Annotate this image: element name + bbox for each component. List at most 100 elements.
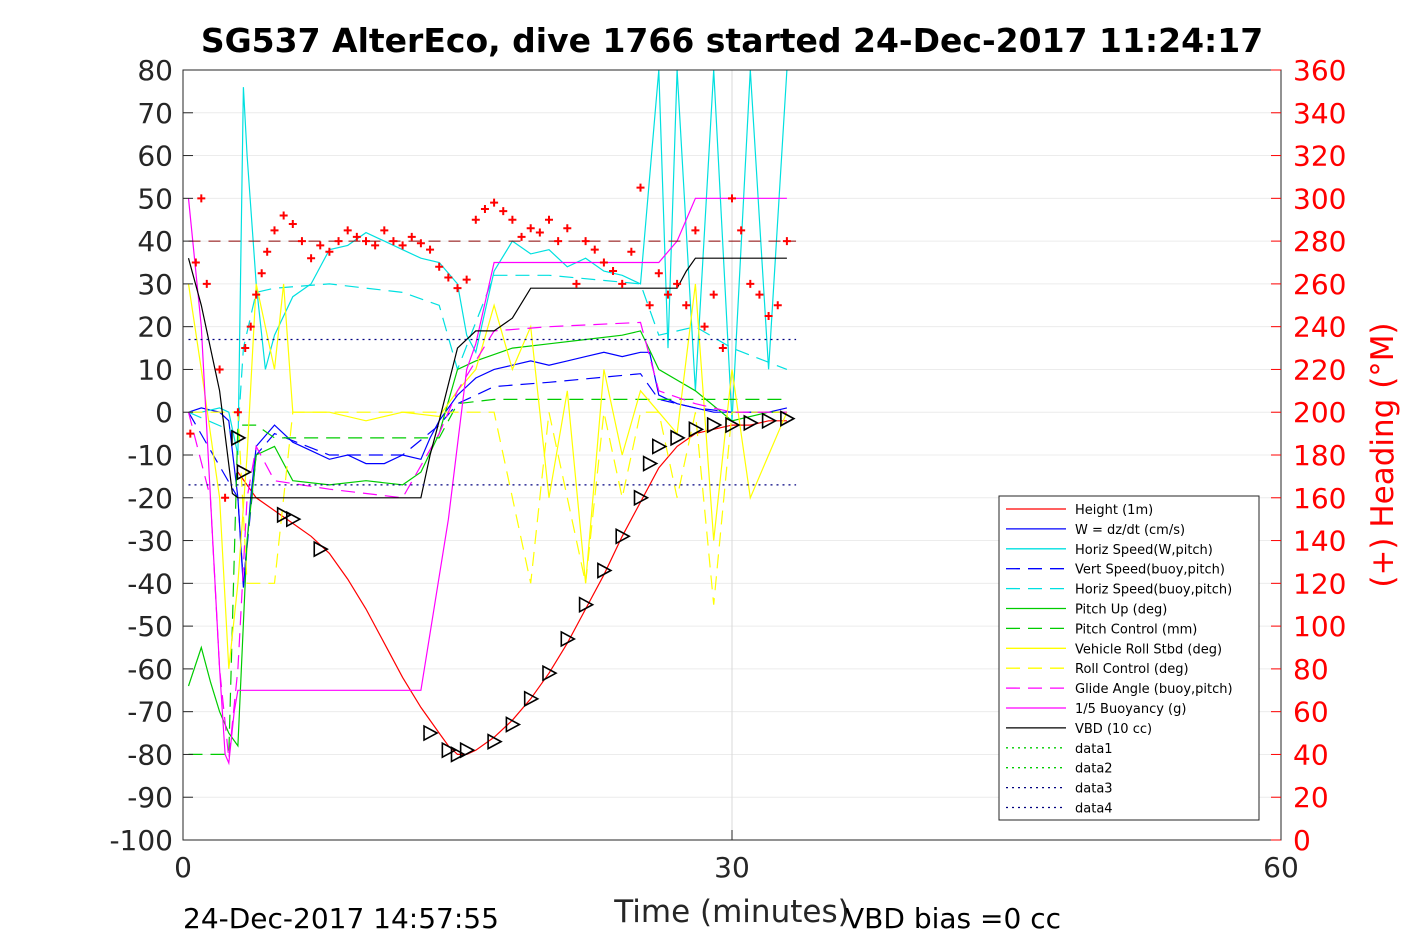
right-tick-label: 60 (1293, 696, 1329, 729)
depth-marker (450, 746, 467, 763)
legend: Height (1m) W = dz/dt (cm/s) Horiz Speed(W… (998, 495, 1260, 821)
heading-marker (202, 279, 211, 288)
heading-marker (371, 241, 380, 250)
left-tick-label: 0 (155, 396, 173, 429)
right-tick-label: 220 (1293, 353, 1346, 386)
heading-marker (270, 226, 279, 235)
depth-marker (276, 506, 293, 524)
series-line-pitch-control-mm (188, 398, 787, 756)
series-layer (187, 70, 797, 766)
heading-marker (407, 232, 416, 241)
heading-marker (627, 247, 636, 256)
depth-marker (670, 429, 686, 447)
series-line-horiz-speed-buoy-pitch (188, 274, 788, 435)
heading-marker (718, 344, 727, 353)
heading-marker (490, 198, 499, 207)
depth-marker (231, 429, 247, 447)
heading-marker (581, 237, 590, 246)
depth-marker (597, 562, 613, 579)
heading-marker (416, 239, 425, 248)
heading-marker (755, 290, 764, 299)
legend-label: Vehicle Roll Stbd (deg) (1075, 642, 1222, 657)
left-tick-label: -90 (127, 781, 173, 814)
depth-marker (441, 741, 458, 759)
legend-label: data4 (1075, 802, 1113, 817)
left-tick-label: 20 (137, 311, 173, 344)
depth-marker (706, 416, 723, 434)
x-tick-label: 30 (714, 851, 750, 884)
legend-label: VBD (10 cc) (1075, 722, 1152, 737)
depth-marker (459, 741, 476, 759)
heading-marker (186, 429, 195, 438)
right-tick-label: 260 (1293, 268, 1346, 301)
footer-vbd-bias: VBD bias =0 cc (845, 902, 1061, 935)
heading-marker (590, 245, 599, 254)
depth-marker (487, 733, 503, 750)
x-tick-label: 60 (1263, 851, 1299, 884)
right-tick-label: 20 (1293, 781, 1329, 814)
heading-marker (453, 284, 462, 293)
depth-marker (542, 664, 558, 682)
left-tick-label: -40 (127, 567, 173, 600)
legend-label: Horiz Speed(buoy,pitch) (1075, 583, 1232, 598)
heading-marker (252, 290, 261, 299)
left-tick-label: 70 (137, 97, 173, 130)
heading-marker (508, 215, 517, 224)
heading-marker (241, 344, 250, 353)
heading-marker (618, 279, 627, 288)
legend-box (998, 495, 1260, 821)
legend-label: data3 (1075, 782, 1113, 797)
heading-marker (572, 279, 581, 288)
heading-marker (535, 228, 544, 237)
depth-marker (578, 596, 595, 614)
depth-marker (642, 455, 659, 472)
heading-marker (737, 226, 746, 235)
chart-title: SG537 AlterEco, dive 1766 started 24-Dec… (201, 21, 1263, 60)
x-tick-label: 0 (174, 851, 192, 884)
legend-label: Pitch Up (deg) (1075, 603, 1167, 618)
series-line-roll-control-deg (188, 411, 787, 605)
right-tick-label: 160 (1293, 482, 1346, 515)
right-y-axis: 3603403203002802602402202001801601401201… (1271, 54, 1346, 857)
heading-marker (444, 273, 453, 282)
heading-marker (257, 269, 266, 278)
heading-marker (362, 237, 370, 246)
heading-marker (297, 237, 306, 246)
depth-marker (505, 716, 522, 733)
heading-marker (398, 241, 407, 250)
left-tick-label: -20 (127, 482, 173, 515)
left-tick-label: 50 (137, 182, 173, 215)
heading-marker (197, 194, 206, 203)
left-tick-label: 40 (137, 225, 173, 258)
series-line-horiz-speed-w-pitch (188, 70, 788, 456)
legend-label: Roll Control (deg) (1075, 662, 1189, 677)
left-tick-label: -60 (127, 653, 173, 686)
depth-marker (780, 410, 796, 427)
heading-marker (517, 232, 526, 241)
depth-marker (523, 690, 540, 708)
heading-marker (609, 267, 618, 276)
heading-marker (728, 194, 736, 203)
heading-marker (663, 290, 672, 299)
heading-marker (246, 322, 255, 331)
heading-marker (288, 220, 297, 228)
footer-timestamp: 24-Dec-2017 14:57:55 (183, 902, 499, 935)
legend-label: Height (1m) (1075, 503, 1153, 518)
left-tick-label: 80 (137, 54, 173, 87)
series-line-vehicle-roll-stbd-deg (187, 283, 788, 669)
right-tick-label: 200 (1293, 396, 1346, 429)
depth-marker (688, 420, 705, 438)
heading-marker (554, 237, 563, 246)
depth-marker (761, 412, 778, 430)
heading-marker (636, 183, 645, 192)
left-tick-label: -30 (127, 525, 173, 558)
heading-marker (435, 262, 444, 271)
heading-marker (352, 232, 361, 241)
legend-label: data1 (1075, 742, 1113, 757)
legend-label: data2 (1075, 762, 1113, 777)
depth-marker (615, 527, 631, 545)
series-line-w-dz-dt-cm-s (188, 351, 788, 588)
depth-marker (633, 489, 650, 507)
heading-marker (782, 237, 791, 246)
